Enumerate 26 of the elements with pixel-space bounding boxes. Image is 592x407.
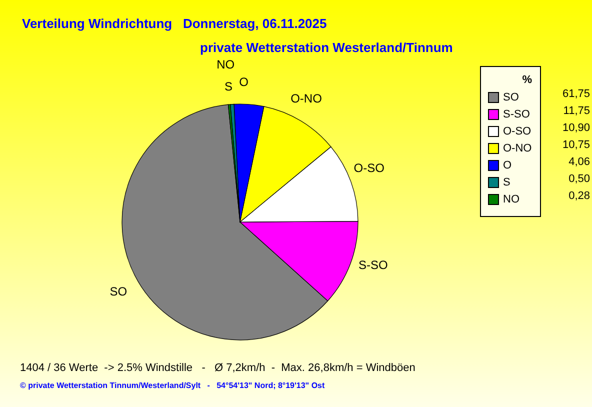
legend-title: % [522, 74, 532, 86]
text: 1404 / 36 Werte -> 2.5% Windstille - Ø 7,2km/h - Max. 26,8km/h = Windböen [20, 362, 416, 374]
slice-label: S [224, 79, 233, 94]
slice-label: S-SO [358, 258, 388, 272]
data-label: 11,75 [562, 104, 590, 119]
data-label: 0,28 [568, 189, 590, 204]
legend-label: O [503, 160, 512, 172]
chart-subtitle: private Wetterstation Westerland/Tinnum [200, 40, 453, 55]
legend-label: O-SO [503, 126, 532, 138]
legend-label: S [503, 176, 510, 188]
slice-label: O-NO [290, 92, 322, 106]
data-label: 10,75 [561, 138, 590, 153]
data-label: 61,75 [561, 87, 590, 102]
legend-label: S-SO [503, 108, 530, 120]
slice-label: NO [216, 58, 235, 72]
chart-title: Verteilung Windrichtung Donnerstag, 06.11.2025 [22, 16, 327, 31]
slice-label: O-SO [354, 160, 384, 175]
legend-label: NO [503, 194, 520, 206]
data-label: 0,50 [568, 172, 590, 187]
legend-label: SO [503, 92, 520, 104]
slice-label: O [239, 75, 249, 90]
data-label: 4,06 [568, 155, 590, 170]
legend-label: O-NO [503, 142, 532, 154]
text: © private Wetterstation Tinnum/Westerland/Sylt - 54°54'13" Nord; 8°19'13" Ost [20, 381, 325, 390]
data-label: 10,90 [561, 121, 590, 136]
slice-label: SO [110, 284, 128, 298]
